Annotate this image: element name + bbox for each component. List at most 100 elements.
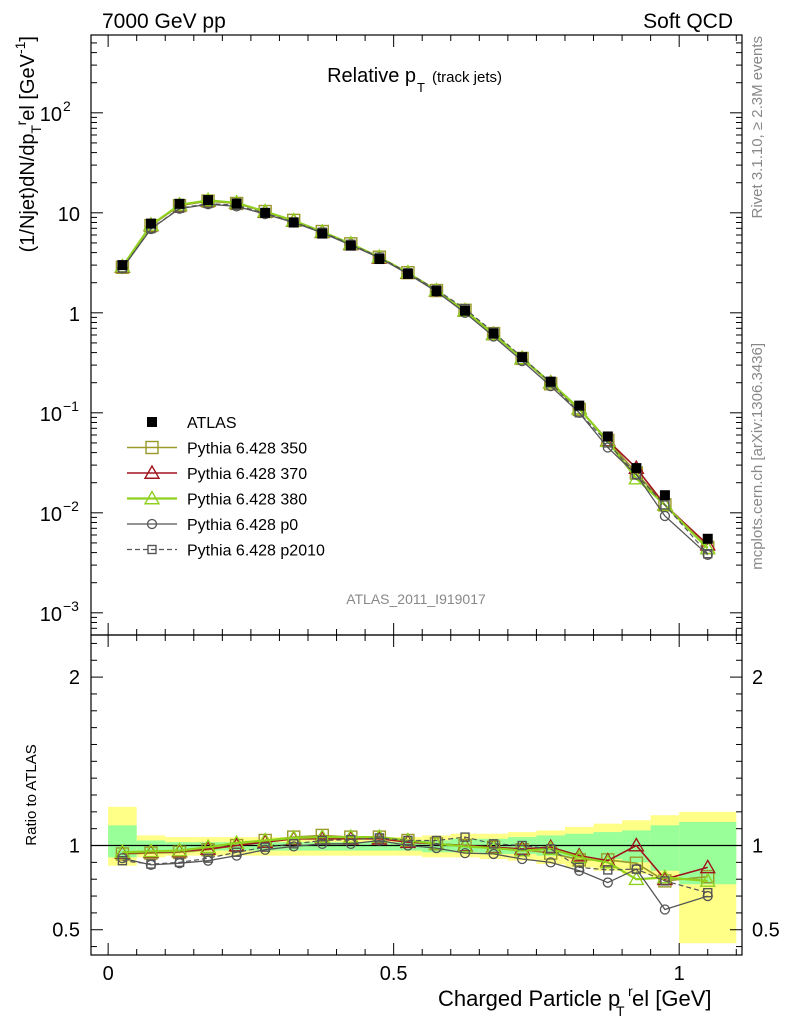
ratio-band-green-2 — [165, 842, 194, 853]
ratio-series-5-point-8 — [346, 834, 356, 845]
ratio-series-5-point-1 — [146, 859, 156, 869]
main-series-5-point-20 — [703, 549, 713, 559]
ratio-series-3-point-17 — [599, 853, 617, 869]
ratio-series-5-point-3 — [203, 853, 213, 863]
ratio-y-tick-label-left-2: 2 — [69, 667, 80, 689]
x-axis-label-subscript: T — [616, 1003, 625, 1019]
main-atlas-point-12 — [460, 305, 471, 316]
ratio-y-tick-label-left-0: 0.5 — [52, 920, 80, 942]
ratio-series-1-point-20 — [701, 869, 715, 884]
main-atlas-point-11 — [431, 286, 442, 297]
legend-marker-atlas — [147, 417, 157, 427]
main-atlas-point-16 — [574, 400, 585, 411]
main-atlas-point-20 — [702, 533, 713, 544]
main-y-tick-label-0: 10 — [40, 604, 62, 626]
ratio-series-2-point-16 — [571, 847, 588, 862]
ratio-series-4-point-14 — [516, 853, 528, 865]
ratio-series-4-point-17 — [602, 877, 613, 888]
ratio-series-4-point-12 — [459, 847, 471, 859]
ratio-series-5-point-11 — [431, 835, 442, 846]
plot-title-subscript: T — [417, 80, 425, 95]
main-atlas-point-18 — [631, 463, 642, 474]
ratio-series-3-point-16 — [571, 848, 588, 864]
plot-title-extra: (track jets) — [432, 69, 502, 86]
ratio-series-4-point-10 — [402, 840, 414, 851]
main-atlas-point-19 — [659, 490, 670, 501]
main-y-tick-label-2: 10 — [40, 404, 62, 426]
x-axis-label-superscript: r — [628, 983, 633, 999]
ratio-y-axis-label: Ratio to ATLAS — [23, 744, 40, 845]
ratio-series-line-2 — [122, 838, 708, 881]
ratio-y-tick-label-right-1: 1 — [752, 836, 763, 858]
main-atlas-point-5 — [260, 207, 271, 218]
ratio-plot-frame — [90, 634, 743, 956]
main-y-tick-label-5: 10 — [40, 104, 62, 126]
main-series-3-point-20 — [699, 540, 716, 555]
analysis-id-label: ATLAS_2011_I919017 — [346, 591, 486, 607]
main-series-5-point-19 — [660, 500, 670, 510]
ratio-series-5-point-15 — [545, 844, 556, 854]
ratio-series-5-point-13 — [488, 839, 499, 849]
main-y-tick-label-4: 10 — [58, 204, 80, 226]
main-y-tick-label-3: 1 — [69, 304, 80, 326]
legend-marker-4 — [146, 518, 158, 530]
main-atlas-point-14 — [517, 352, 528, 363]
ratio-series-5-point-17 — [603, 865, 613, 875]
x-axis-label-tail: el [GeV] — [632, 986, 711, 1011]
ratio-y-tick-label-right-0: 0.5 — [752, 920, 780, 942]
main-atlas-point-0 — [117, 260, 128, 271]
main-atlas-point-6 — [288, 217, 299, 228]
ratio-series-5-point-6 — [289, 839, 299, 849]
mcplots-reference-label: mcplots.cern.ch [arXiv:1306.3436] — [749, 343, 766, 570]
legend-label-5: Pythia 6.428 p2010 — [187, 543, 325, 560]
main-atlas-point-8 — [345, 240, 356, 251]
x-axis-label: Charged Particle p — [438, 986, 620, 1011]
ratio-series-4-point-15 — [545, 857, 556, 868]
main-atlas-point-3 — [203, 195, 214, 206]
plot-title: Relative p — [327, 65, 416, 87]
main-y-tick-exponent-1: −2 — [63, 498, 79, 514]
main-atlas-point-17 — [602, 431, 613, 442]
x-tick-label-0: 0 — [103, 963, 114, 985]
main-atlas-point-10 — [402, 268, 413, 279]
ratio-band-green-11 — [422, 840, 451, 853]
legend-label-4: Pythia 6.428 p0 — [187, 517, 298, 534]
x-tick-label-2: 1 — [674, 963, 685, 985]
ratio-series-3-point-20 — [699, 872, 716, 887]
ratio-series-5-point-18 — [631, 864, 642, 874]
main-y-tick-exponent-5: 2 — [63, 98, 71, 114]
ratio-band-green-9 — [365, 842, 394, 851]
ratio-series-5-point-20 — [703, 887, 713, 898]
ratio-series-line-4 — [122, 839, 708, 911]
ratio-band-green-13 — [479, 838, 508, 854]
ratio-series-5-point-0 — [117, 855, 128, 866]
main-atlas-point-13 — [488, 328, 499, 339]
main-atlas-point-15 — [545, 376, 556, 387]
ratio-series-3-point-6 — [285, 829, 302, 844]
ratio-series-5-point-9 — [374, 833, 385, 843]
ratio-band-green-7 — [308, 842, 337, 851]
ratio-series-5-point-16 — [574, 862, 584, 873]
ratio-band-green-8 — [336, 842, 366, 851]
ratio-plot-panel: 0.5 0.5 1 1 2 2 0 0.5 1 — [52, 634, 780, 985]
ratio-series-5-point-4 — [231, 847, 242, 857]
ratio-series-5-point-12 — [460, 832, 470, 842]
ratio-series-3-point-1 — [142, 843, 160, 858]
legend-label-3: Pythia 6.428 380 — [187, 492, 307, 509]
ratio-series-1-point-0 — [115, 847, 130, 861]
ratio-series-3-point-3 — [199, 838, 217, 854]
ratio-series-4-point-13 — [488, 848, 499, 860]
legend: ATLAS Pythia 6.428 350 Pythia 6.428 370 Pyt… — [127, 415, 325, 560]
main-atlas-point-2 — [174, 198, 185, 209]
main-atlas-point-7 — [317, 228, 328, 239]
legend-marker-1 — [145, 440, 159, 455]
ratio-series-4-point-11 — [431, 842, 442, 854]
ratio-series-line-5 — [122, 836, 708, 894]
legend-label-2: Pythia 6.428 370 — [187, 466, 307, 483]
legend-label-atlas: ATLAS — [187, 415, 237, 432]
ratio-series-3-point-0 — [114, 843, 131, 859]
legend-marker-2 — [143, 464, 161, 479]
header-right-label: Soft QCD — [643, 10, 733, 33]
